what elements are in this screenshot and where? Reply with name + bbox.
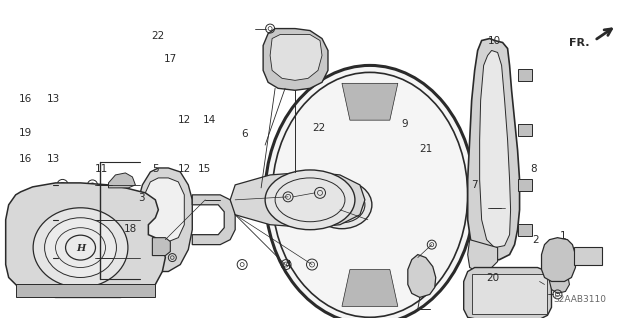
Text: 6: 6: [241, 129, 248, 139]
Bar: [518, 224, 532, 236]
Polygon shape: [108, 173, 136, 188]
Polygon shape: [464, 268, 552, 319]
Ellipse shape: [265, 65, 475, 319]
Text: 17: 17: [164, 55, 177, 64]
Ellipse shape: [312, 181, 372, 229]
Text: 13: 13: [47, 94, 60, 104]
Ellipse shape: [265, 170, 355, 230]
Polygon shape: [263, 29, 328, 90]
Polygon shape: [192, 195, 235, 245]
Polygon shape: [342, 270, 398, 306]
Bar: [518, 70, 532, 81]
Text: 20: 20: [486, 273, 499, 283]
Polygon shape: [230, 172, 365, 228]
Text: 10: 10: [487, 36, 500, 46]
Text: 12: 12: [178, 115, 191, 125]
Polygon shape: [342, 83, 398, 120]
Text: 8: 8: [531, 164, 538, 174]
Polygon shape: [152, 238, 170, 256]
Text: 18: 18: [124, 224, 137, 234]
Text: 19: 19: [19, 128, 32, 137]
Ellipse shape: [45, 218, 116, 278]
Text: 15: 15: [197, 164, 211, 174]
Text: 22: 22: [152, 31, 164, 41]
Text: 4: 4: [285, 260, 291, 270]
Polygon shape: [6, 183, 165, 297]
Text: 22: 22: [312, 123, 326, 133]
Text: 12: 12: [178, 164, 191, 174]
Polygon shape: [550, 268, 570, 293]
Text: S2AAB3110: S2AAB3110: [553, 295, 606, 304]
Bar: [15, 285, 156, 297]
Polygon shape: [541, 238, 575, 281]
Text: 16: 16: [19, 94, 32, 104]
Text: FR.: FR.: [569, 38, 589, 48]
Text: 14: 14: [202, 115, 216, 125]
Polygon shape: [270, 34, 322, 80]
Polygon shape: [408, 255, 436, 297]
Polygon shape: [145, 178, 184, 241]
Bar: [518, 124, 532, 136]
Bar: [472, 274, 547, 314]
Text: H: H: [76, 244, 85, 253]
Text: 13: 13: [47, 154, 60, 165]
Text: 11: 11: [95, 164, 108, 174]
Ellipse shape: [33, 208, 128, 287]
Polygon shape: [138, 168, 192, 271]
Polygon shape: [468, 240, 498, 271]
Text: 21: 21: [420, 144, 433, 154]
Text: 2: 2: [532, 235, 540, 246]
Text: 5: 5: [153, 164, 159, 174]
Bar: [518, 179, 532, 191]
Text: 3: 3: [138, 193, 145, 203]
Text: 9: 9: [402, 119, 408, 129]
Polygon shape: [468, 39, 520, 262]
Text: 7: 7: [470, 180, 477, 190]
Text: 1: 1: [560, 231, 567, 241]
Text: 16: 16: [19, 154, 32, 165]
Polygon shape: [479, 50, 511, 248]
Bar: [575, 247, 602, 264]
